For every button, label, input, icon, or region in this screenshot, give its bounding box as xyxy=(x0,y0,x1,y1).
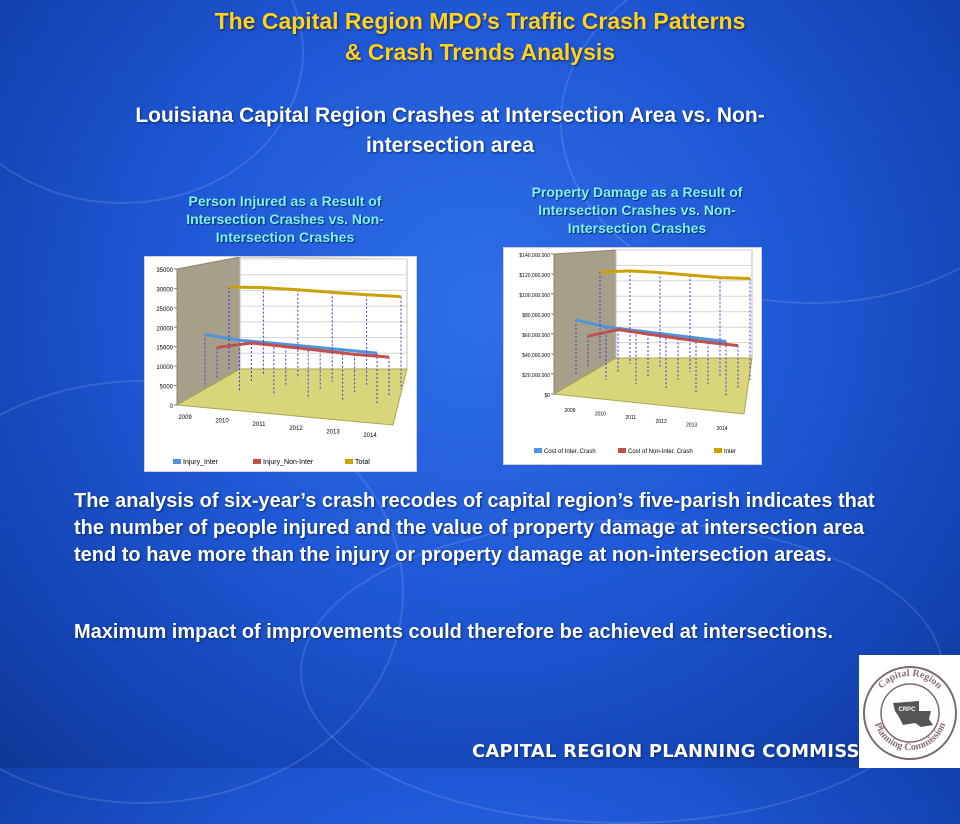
louisiana-shape-icon xyxy=(893,701,933,727)
y-tick-label: $40,000,000 xyxy=(522,353,550,359)
y-tick-label: $0 xyxy=(544,393,550,399)
x-tick-label: 2013 xyxy=(326,429,340,435)
logo-initials: CRPC xyxy=(898,707,916,713)
damage-chart-svg: $0 $20,000,000 $40,000,000 $60,000,000 $80,0… xyxy=(519,249,753,455)
legend-swatch xyxy=(618,448,626,453)
y-tick-label: 10000 xyxy=(156,365,173,371)
injury-chart: 0 5000 10000 15000 20000 25000 30000 35000 2009 2… xyxy=(144,256,417,472)
x-tick-label: 2010 xyxy=(215,419,229,425)
crpc-logo: Capital Region Planning Commission CRPC xyxy=(859,655,960,768)
chart-back-wall xyxy=(615,249,753,359)
series-line-1 xyxy=(587,328,739,348)
x-tick-label: 2014 xyxy=(716,426,727,432)
series-line-1 xyxy=(216,341,390,359)
y-tick-label: 25000 xyxy=(156,307,173,313)
x-tick-label: 2009 xyxy=(564,408,575,414)
legend-label: Cost of Inter. Crash xyxy=(544,449,596,455)
y-tick-label: $60,000,000 xyxy=(522,333,550,339)
legend-label: Cost of Non-Inter. Crash xyxy=(628,449,693,455)
series-line-2 xyxy=(228,285,402,299)
x-tick-label: 2012 xyxy=(289,426,303,432)
y-tick-label: 35000 xyxy=(156,268,173,274)
y-tick-label: 30000 xyxy=(156,287,173,293)
damage-chart-title-line1: Property Damage as a Result of xyxy=(531,184,743,200)
injury-chart-title-line3: Intersection Crashes xyxy=(215,229,355,245)
analysis-paragraph: The analysis of six-year’s crash recodes… xyxy=(74,490,875,566)
y-tick-label: $100,000,000 xyxy=(519,293,550,299)
slide-title-line2: & Crash Trends Analysis xyxy=(344,39,616,65)
slide-title: The Capital Region MPO’s Traffic Crash P… xyxy=(0,6,960,68)
legend-label: Injury_Non-Inter xyxy=(263,459,314,466)
legend-label: Inter xyxy=(724,449,736,455)
y-tick-label: 20000 xyxy=(156,326,173,332)
chart-floor xyxy=(175,368,408,426)
injury-chart-title-line2: Intersection Crashes vs. Non- xyxy=(186,211,384,227)
legend-swatch xyxy=(253,459,261,464)
legend-swatch xyxy=(345,459,353,464)
y-tick-label: $80,000,000 xyxy=(522,313,550,319)
damage-chart-title: Property Damage as a Result of Intersect… xyxy=(497,183,777,237)
y-tick-label: $140,000,000 xyxy=(519,253,550,259)
damage-chart-title-line2: Intersection Crashes vs. Non- xyxy=(538,202,736,218)
x-tick-label: 2009 xyxy=(178,415,192,421)
chart-floor xyxy=(552,357,753,415)
x-tick-label: 2011 xyxy=(625,415,636,421)
series-line-2 xyxy=(599,269,751,281)
injury-chart-title-line1: Person Injured as a Result of xyxy=(188,193,382,209)
x-tick-label: 2013 xyxy=(686,422,697,428)
legend-swatch xyxy=(173,459,181,464)
series-line-0 xyxy=(575,318,727,343)
conclusion-paragraph: Maximum impact of improvements could the… xyxy=(74,621,834,643)
legend-swatch xyxy=(534,448,542,453)
slide-subtitle-line2: intersection area xyxy=(365,134,535,157)
footer-org-name: CAPITAL REGION PLANNING COMMISSION xyxy=(472,741,898,762)
legend-label: Total xyxy=(355,459,370,466)
y-tick-label: $120,000,000 xyxy=(519,273,550,279)
slide-subtitle: Louisiana Capital Region Crashes at Inte… xyxy=(60,101,840,161)
x-tick-label: 2012 xyxy=(656,419,667,425)
legend-label: Injury_Inter xyxy=(183,459,219,466)
damage-chart: $0 $20,000,000 $40,000,000 $60,000,000 $80,0… xyxy=(503,247,762,465)
slide-subtitle-line1: Louisiana Capital Region Crashes at Inte… xyxy=(135,104,765,127)
y-tick-label: $20,000,000 xyxy=(522,373,550,379)
x-tick-label: 2014 xyxy=(363,433,377,439)
y-tick-label: 0 xyxy=(170,404,174,410)
x-tick-label: 2010 xyxy=(595,412,606,418)
y-tick-label: 15000 xyxy=(156,346,173,352)
slide-title-line1: The Capital Region MPO’s Traffic Crash P… xyxy=(214,8,746,34)
series-line-0 xyxy=(204,333,378,355)
injury-chart-title: Person Injured as a Result of Intersecti… xyxy=(150,192,420,246)
damage-chart-title-line3: Intersection Crashes xyxy=(567,220,707,236)
injury-chart-svg: 0 5000 10000 15000 20000 25000 30000 35000 2009 2… xyxy=(156,257,408,466)
crpc-logo-seal: Capital Region Planning Commission CRPC xyxy=(863,666,957,760)
x-tick-label: 2011 xyxy=(253,422,267,428)
y-tick-label: 5000 xyxy=(160,385,174,391)
legend-swatch xyxy=(714,448,722,453)
